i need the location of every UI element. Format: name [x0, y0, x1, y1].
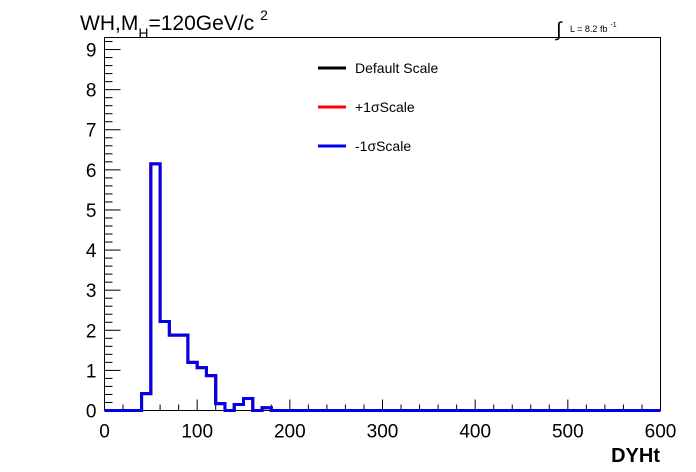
y-tick-label: 8 [86, 81, 97, 102]
lumi-annotation: L = 8.2 fb -1 [570, 22, 617, 34]
y-tick-label: 3 [86, 281, 97, 302]
title-main: =120GeV/c [148, 12, 254, 35]
y-tick-label: 5 [86, 201, 97, 222]
x-tick-label: 200 [274, 422, 306, 443]
x-tick-label: 0 [99, 422, 110, 443]
title-superscript: 2 [260, 7, 268, 23]
series-line-2 [104, 162, 661, 412]
legend-label-plus: +1σScale [355, 99, 415, 115]
chart-title: WH,MH=120GeV/c 2 [80, 7, 268, 41]
x-tick-label: 100 [181, 422, 213, 443]
x-tick-label: 300 [367, 422, 399, 443]
title-prefix: WH,M [80, 12, 138, 35]
x-tick-label: 500 [552, 422, 584, 443]
y-tick-label: 1 [86, 361, 97, 382]
y-tick-label: 7 [86, 121, 97, 142]
legend: Default Scale +1σScale -1σScale [318, 60, 438, 154]
x-tick-label: 400 [459, 422, 491, 443]
y-tick-label: 0 [86, 402, 97, 423]
lumi-label: L = 8.2 fb [570, 24, 607, 34]
y-tick-label: 9 [86, 41, 97, 62]
legend-label-minus: -1σScale [355, 138, 411, 154]
y-tick-label: 2 [86, 321, 97, 342]
axis-ticks: 0 100 200 300 400 500 600 0 1 2 3 4 5 6 7 8 9 [86, 41, 676, 443]
histogram-series [104, 162, 661, 412]
y-tick-label: 6 [86, 161, 97, 182]
lumi-superscript: -1 [610, 22, 616, 29]
x-tick-label: 600 [645, 422, 677, 443]
y-tick-label: 4 [86, 241, 97, 262]
lumi-integral: ∫ [555, 19, 563, 41]
legend-label-default: Default Scale [355, 60, 438, 76]
title-subscript: H [138, 25, 148, 41]
x-axis-label: DYHt [611, 445, 660, 467]
